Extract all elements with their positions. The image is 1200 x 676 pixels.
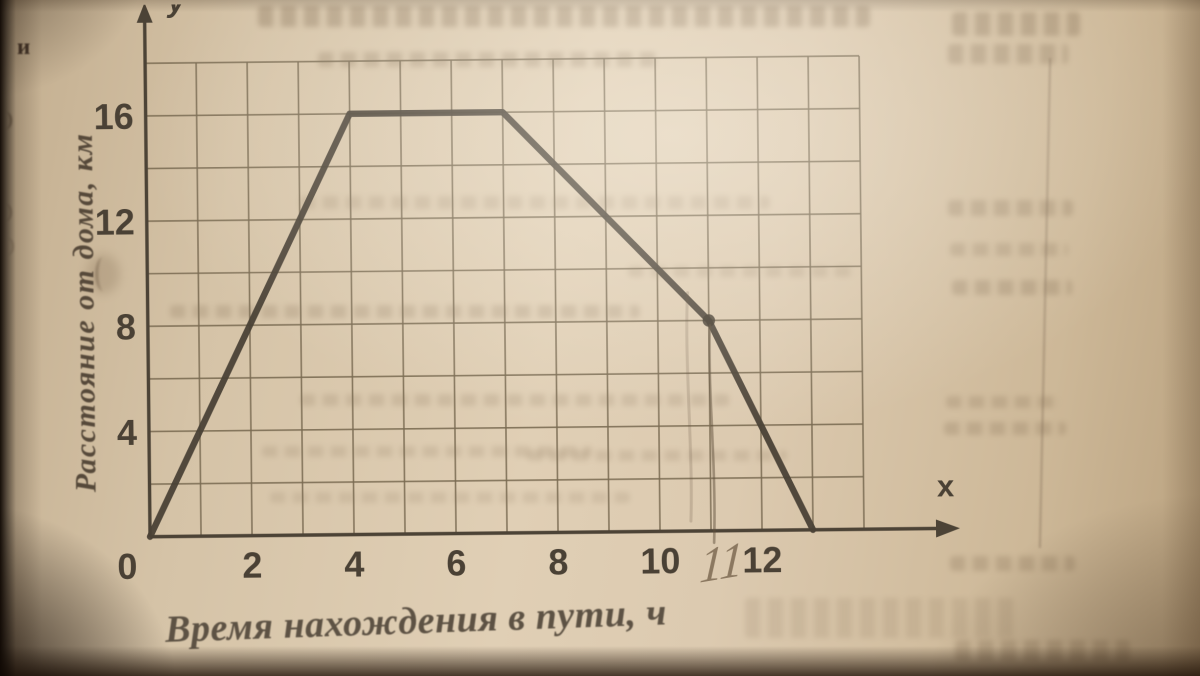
x-tick-label: 8	[548, 541, 568, 582]
x-tick-label: 12	[742, 539, 782, 580]
grid-line-vertical	[756, 56, 763, 531]
x-axis-arrow	[935, 519, 961, 538]
pen-vertical-line-faint	[685, 291, 693, 523]
pen-scribble-arc	[95, 257, 112, 292]
grid-line-vertical	[858, 55, 865, 530]
edge-text-fragment	[0, 204, 12, 221]
grid-line-vertical	[807, 56, 814, 530]
edge-text-fragment	[2, 238, 14, 255]
y-axis	[142, 14, 152, 537]
y-axis-letter-clipped: у	[166, 0, 187, 19]
grid-line-vertical	[399, 60, 406, 535]
grid-line-vertical	[195, 62, 202, 537]
handwritten-11-annotation: 11	[698, 532, 746, 595]
grid-line-vertical	[348, 61, 355, 535]
margin-letter: и	[17, 34, 31, 59]
edge-text-fragment	[0, 112, 12, 129]
x-tick-label: 0	[117, 546, 137, 587]
y-axis-arrow	[136, 2, 153, 23]
x-tick-label: 2	[242, 545, 262, 586]
grid-line-vertical	[246, 62, 253, 536]
grid-line-vertical	[552, 59, 559, 533]
x-tick-label: 6	[446, 542, 466, 583]
x-tick-label: 4	[344, 543, 364, 584]
x-tick-label: 10	[640, 540, 680, 581]
grid-line-vertical	[603, 58, 610, 532]
grid-line-vertical	[501, 59, 508, 533]
x-axis-letter: x	[937, 468, 955, 503]
y-tick-label: 8	[116, 306, 136, 347]
y-axis-title: Расстояние от дома, км	[65, 132, 103, 493]
grid-line-vertical	[705, 57, 712, 531]
grid-line-vertical	[297, 61, 304, 536]
y-tick-label: 4	[117, 412, 137, 453]
x-axis	[150, 526, 947, 539]
grid-line-vertical	[450, 60, 457, 534]
grid-line-vertical	[654, 57, 661, 532]
